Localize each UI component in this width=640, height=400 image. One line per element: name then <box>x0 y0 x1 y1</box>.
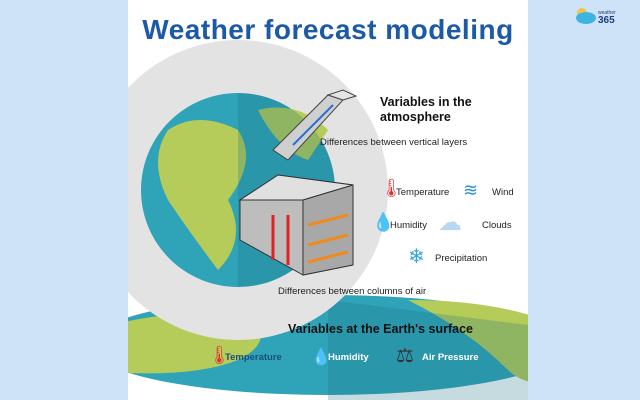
atm-wind-label: Wind <box>492 187 514 198</box>
thermometer-icon: 🌡 <box>208 345 231 365</box>
cloud-icon: ☁ <box>438 209 462 236</box>
scale-icon: ⚖ <box>396 345 414 367</box>
atm-temperature-label: Temperature <box>396 187 450 198</box>
surface-heading: Variables at the Earth's surface <box>288 322 474 336</box>
surface-temperature-label: Temperature <box>225 352 282 363</box>
air-columns-cube <box>238 174 354 276</box>
infographic-panel: Weather forecast modeling Variables in t… <box>128 0 528 400</box>
water-drop-icon: 💧 <box>311 349 331 366</box>
page-title: Weather forecast modeling <box>142 14 514 45</box>
vertical-layers-label: Differences between vertical layers <box>320 137 468 148</box>
air-columns-label: Differences between columns of air <box>278 286 427 297</box>
globe-illustration <box>128 40 528 400</box>
snowflake-icon: ❄ <box>408 246 425 268</box>
atm-precipitation-label: Precipitation <box>435 253 488 264</box>
surface-humidity-label: Humidity <box>328 352 369 363</box>
vertical-layer-column <box>272 89 358 161</box>
thermometer-icon: 🌡 <box>380 178 403 198</box>
surface-air-pressure-label: Air Pressure <box>422 352 479 363</box>
svg-text:weather: weather <box>598 10 616 16</box>
atm-humidity-label: Humidity <box>390 220 427 231</box>
svg-text:365: 365 <box>598 15 615 26</box>
wind-icon: ≋ <box>463 180 479 200</box>
atm-clouds-label: Clouds <box>482 220 512 231</box>
weather365-logo: weather 365 <box>574 6 624 26</box>
water-drop-icon: 💧 <box>372 212 395 232</box>
atmosphere-heading: Variables in the atmosphere <box>380 95 472 124</box>
